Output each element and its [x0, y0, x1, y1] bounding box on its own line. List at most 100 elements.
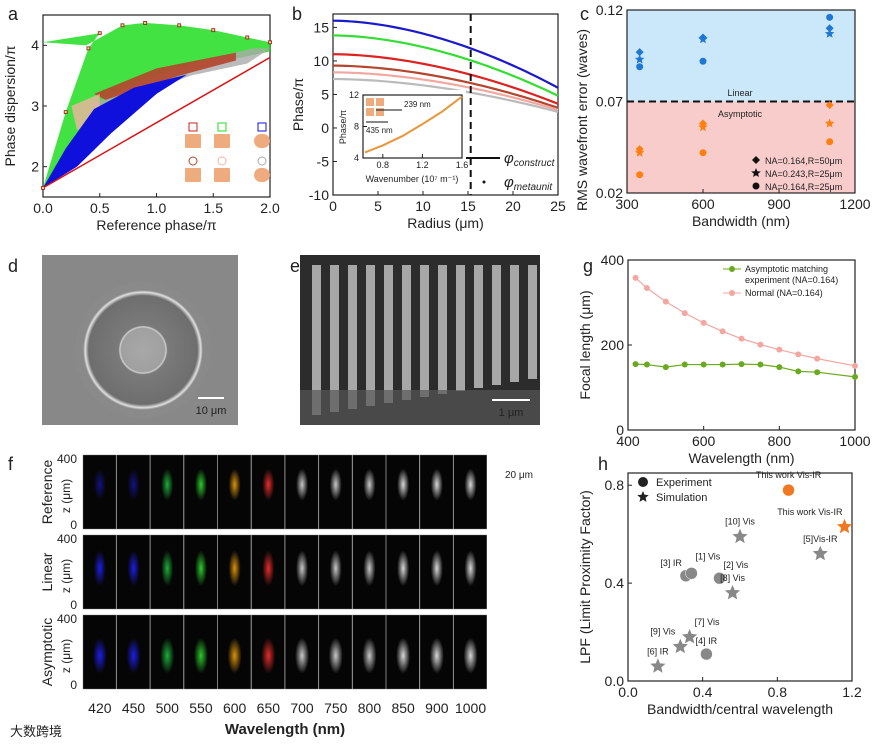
- x-axis-label: Wavelength (nm): [688, 450, 794, 466]
- plot-frame: [332, 13, 559, 196]
- legend-ring-marker: [257, 122, 267, 132]
- legend-label: Normal (NA=0.164): [745, 288, 823, 298]
- y-tick-label: 0: [616, 422, 624, 438]
- linear-star-marker: [824, 28, 835, 38]
- x-tick-label: 600: [691, 196, 715, 212]
- focal-point: [852, 373, 858, 380]
- nanopillar: [456, 265, 465, 391]
- envelope-marker: [97, 31, 102, 36]
- focal-line-1: [635, 277, 856, 367]
- y-tick-label: -5: [317, 153, 330, 169]
- y-tick-label: 0.12: [596, 2, 623, 18]
- focal-point: [795, 368, 802, 375]
- x-tick-label: 300: [615, 196, 639, 212]
- linear-star-marker: [698, 34, 708, 44]
- y-tick-label: 400: [601, 252, 625, 268]
- z-tick-0: 0: [70, 518, 77, 532]
- envelope-marker: [120, 23, 125, 28]
- x-tick-label: 1000: [839, 433, 870, 449]
- wavelength-label-700: 700: [290, 700, 314, 716]
- focal-point: [719, 361, 726, 368]
- focal-spot: [161, 468, 174, 501]
- asymptotic-star-marker: [634, 147, 645, 157]
- legend-simulation-marker: [637, 491, 649, 502]
- legend-square-marker: [188, 122, 198, 132]
- z-tick-400: 400: [57, 612, 77, 626]
- focal-spot: [362, 637, 377, 674]
- y-tick-label: 12: [349, 90, 359, 100]
- point-label: [9] Vis: [650, 627, 675, 637]
- x-tick-label: 10: [415, 198, 431, 214]
- phase-curve-2: [332, 53, 559, 105]
- focal-point: [795, 351, 802, 358]
- series-ring-region: [43, 74, 188, 188]
- asymptotic-hex-marker: [699, 149, 707, 157]
- simulation-point: [812, 545, 828, 561]
- wavelength-label-550: 550: [189, 700, 213, 716]
- y-tick-label: 0.02: [596, 185, 623, 201]
- wavelength-label-800: 800: [358, 700, 382, 716]
- y-tick-label: 0.0: [605, 673, 625, 689]
- focal-spot: [228, 550, 241, 587]
- metalens-sem: [75, 282, 211, 418]
- x-tick-label: 900: [767, 196, 791, 212]
- wavelength-label-450: 450: [122, 700, 146, 716]
- asymptotic-diamond-marker: [825, 101, 834, 110]
- experiment-point: [685, 567, 698, 580]
- legend-label-2: NA=0.164,R=25μm: [765, 182, 842, 192]
- x-tick-label: 0.8: [768, 684, 788, 700]
- legend-dotted-circle-meta-atom-icon: [254, 168, 270, 182]
- point-label: [4] IR: [696, 636, 718, 646]
- legend-marker: [729, 290, 735, 296]
- simulation-point: [682, 629, 698, 644]
- focal-point: [662, 298, 669, 305]
- f-x-axis-label: Wavelength (nm): [225, 721, 345, 738]
- y-axis-label: LPF (Limit Proximity Factor): [577, 490, 593, 663]
- phase-curve-1: [332, 34, 559, 97]
- plot-frame: [627, 472, 853, 682]
- y-tick-label: 0: [321, 120, 329, 136]
- y-tick-label: 200: [601, 337, 625, 353]
- legend-ring-meta-atom-icon: [254, 134, 270, 148]
- nanopillar: [402, 265, 411, 400]
- row-label-reference: Reference: [39, 459, 55, 524]
- inset-dim-239: 239 nm: [404, 100, 431, 109]
- z-tick-0: 0: [70, 598, 77, 612]
- asymptotic-star-marker: [824, 118, 835, 128]
- x-tick-label: 0.0: [618, 684, 638, 700]
- x-tick-label: 400: [616, 433, 640, 449]
- inset-unit-cell-icon: [376, 108, 384, 116]
- focal-spot: [93, 468, 106, 501]
- x-tick-label: 25: [550, 198, 566, 214]
- legend-sub: construct: [514, 158, 556, 169]
- y-tick-label: 8: [354, 122, 359, 132]
- x-tick-label: 0: [329, 198, 337, 214]
- x-tick-label: 1.6: [456, 160, 469, 170]
- focal-spot: [194, 468, 207, 501]
- point-label: [6] IR: [647, 646, 669, 656]
- y-tick-label: 5: [321, 86, 329, 102]
- x-tick-label: 1.2: [416, 160, 429, 170]
- focal-spot: [296, 468, 309, 501]
- asymptotic-region: [627, 101, 855, 193]
- point-label: [1] Vis: [695, 551, 720, 561]
- legend-label-1: NA=0.243,R=25μm: [765, 169, 842, 179]
- row-label-linear: Linear: [39, 552, 55, 591]
- focal-spot: [127, 468, 140, 501]
- focal-line-0: [635, 363, 856, 378]
- phase-curve-4: [332, 71, 559, 111]
- nanopillar: [420, 265, 429, 397]
- linear-diamond-marker: [635, 48, 644, 57]
- inset-dim-435: 435 nm: [366, 126, 393, 135]
- y-axis-label: Phase dispersion/π: [2, 45, 18, 166]
- simulation-point: [672, 638, 688, 654]
- x-tick-label: 1.2: [842, 684, 862, 700]
- point-label: This work Vis-IR: [756, 470, 822, 480]
- focal-point: [852, 362, 858, 369]
- point-label: [10] Vis: [725, 517, 755, 527]
- nanopillar: [330, 265, 339, 412]
- y-tick-label: 0.4: [605, 575, 625, 591]
- focal-point: [643, 285, 650, 292]
- z-axis-label: z (μm): [59, 639, 73, 673]
